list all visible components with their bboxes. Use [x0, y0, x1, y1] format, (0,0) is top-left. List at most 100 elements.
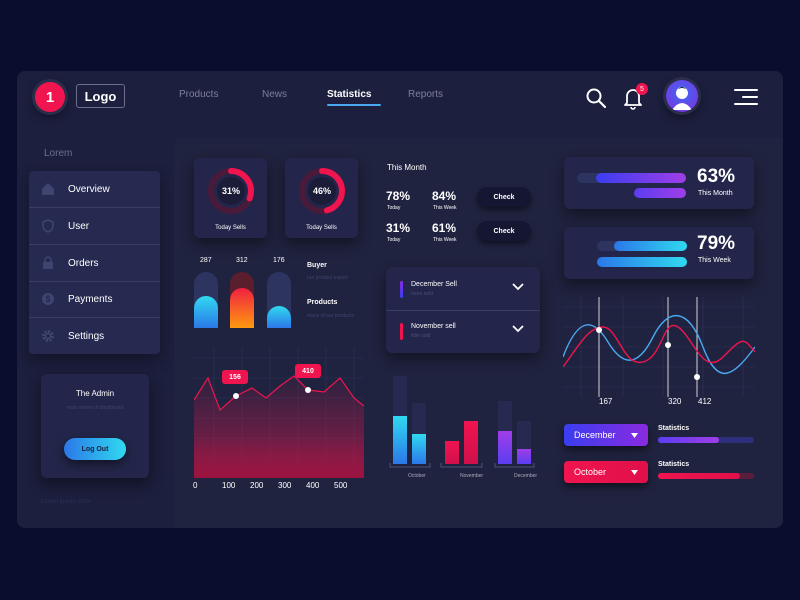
lock-icon [41, 256, 55, 270]
bar-value-2: 312 [236, 257, 248, 264]
category-label: November [460, 473, 484, 479]
chart-point[interactable] [305, 387, 311, 393]
wave-tick: 167 [599, 397, 613, 406]
chart-point[interactable] [665, 342, 671, 348]
sidebar-item-payments[interactable]: $ Payments [29, 281, 160, 318]
sells-item-title: December Sell [411, 281, 457, 288]
select-value: October [574, 467, 607, 477]
stat-fill [658, 437, 720, 443]
grouped-bar [445, 441, 459, 464]
sells-item-december[interactable]: December Sell more sold [386, 267, 540, 311]
stat-value: 78% [386, 189, 411, 203]
bell-icon[interactable] [622, 86, 644, 110]
grouped-bar [464, 421, 478, 464]
nav-statistics[interactable]: Statistics [327, 89, 372, 100]
sidebar-item-label: Settings [68, 330, 105, 342]
category-label: October [408, 473, 426, 479]
chevron-down-icon[interactable] [512, 325, 524, 333]
sidebar-item-user[interactable]: User [29, 208, 160, 245]
this-month-title: This Month [387, 163, 427, 172]
sidebar-item-orders[interactable]: Orders [29, 245, 160, 282]
grouped-bar [412, 434, 426, 464]
admin-subtitle: main owner of dashboard [66, 405, 124, 411]
donut-card-1: 31% Today Sells [194, 158, 267, 238]
sells-item-november[interactable]: November sell little sold [386, 311, 540, 353]
wave-chart [563, 297, 755, 397]
logo-mark[interactable]: 1 [35, 82, 65, 112]
chart-callout-2: 410 [295, 364, 321, 378]
donut-chart-1 [208, 168, 254, 214]
dashboard-window: 1 Logo Products News Statistics Reports … [17, 71, 783, 528]
month-select-october[interactable]: October [564, 461, 648, 483]
grouped-bar [393, 416, 407, 464]
logo-text: Logo [84, 88, 117, 104]
chart-callout-1: 156 [222, 370, 248, 384]
chart-point[interactable] [596, 327, 602, 333]
progress-period: This Month [698, 190, 733, 197]
progress-value: 79% [697, 233, 736, 254]
sells-item-sub: more sold [411, 291, 433, 297]
menu-hamburger-icon[interactable] [734, 89, 758, 105]
x-tick: 100 [222, 481, 236, 490]
legend-buyer-sub: run product export [307, 275, 348, 281]
sidebar-item-label: Orders [68, 257, 99, 269]
caret-down-icon [631, 433, 638, 438]
sidebar-item-overview[interactable]: Overview [29, 171, 160, 208]
search-icon[interactable] [585, 87, 607, 109]
stat-period: This Week [433, 205, 457, 211]
notification-badge: 5 [636, 83, 648, 95]
home-icon [41, 182, 55, 196]
category-label: December [514, 473, 538, 479]
x-tick: 500 [334, 481, 348, 490]
sidebar-item-label: User [68, 220, 90, 232]
x-tick: 400 [306, 481, 320, 490]
chevron-down-icon[interactable] [512, 283, 524, 291]
user-silhouette-icon [672, 87, 692, 110]
nav-reports[interactable]: Reports [408, 89, 444, 100]
donut-value: 31% [221, 186, 240, 196]
donut-label: Today Sells [306, 225, 337, 231]
sidebar-menu: Overview User Orders $ Payments Settings [29, 171, 160, 354]
nav-products[interactable]: Products [179, 89, 219, 100]
grouped-bar-brackets [389, 463, 535, 468]
admin-card: The Admin main owner of dashboard Log Ou… [41, 374, 149, 478]
stat-label: Statistics [658, 425, 690, 432]
bar-value-1: 287 [200, 257, 212, 264]
logo-mark-text: 1 [45, 88, 55, 106]
donut-arc [299, 168, 345, 214]
dollar-icon: $ [41, 292, 55, 306]
shield-icon [41, 219, 55, 233]
donut-card-2: 46% Today Sells [285, 158, 358, 238]
stat-fill [658, 473, 740, 479]
x-tick: 300 [278, 481, 292, 490]
month-select-december[interactable]: December [564, 424, 648, 446]
stat-period: Today [387, 205, 401, 211]
legend-products-sub: many of our products [307, 313, 354, 319]
nav-active-underline [327, 104, 381, 106]
chart-point[interactable] [694, 374, 700, 380]
logout-button[interactable]: Log Out [64, 438, 126, 460]
donut-value: 46% [312, 186, 331, 196]
sidebar-item-settings[interactable]: Settings [29, 318, 160, 354]
sidebar-item-label: Payments [68, 293, 113, 305]
check-button-2[interactable]: Check [477, 221, 531, 241]
admin-title: The Admin [75, 389, 115, 398]
select-value: December [574, 430, 616, 440]
sells-item-title: November sell [411, 323, 456, 330]
check-button-1[interactable]: Check [477, 187, 531, 207]
area-line-chart [194, 348, 364, 478]
stat-period: This Week [433, 237, 457, 243]
sells-item-sub: little sold [411, 333, 431, 339]
progress-value: 63% [697, 166, 736, 187]
avatar[interactable] [666, 80, 698, 112]
progress-pill [614, 241, 687, 251]
logo-text-box[interactable]: Logo [76, 84, 125, 108]
progress-period: This Week [698, 257, 731, 264]
legend-products-title: Products [307, 299, 338, 306]
sidebar-footer-text: Lorem ipsum dolor [41, 499, 91, 505]
nav-news[interactable]: News [262, 89, 288, 100]
progress-pill [597, 257, 687, 267]
chart-point[interactable] [233, 393, 239, 399]
svg-text:$: $ [45, 294, 50, 304]
donut-label: Today Sells [215, 225, 246, 231]
